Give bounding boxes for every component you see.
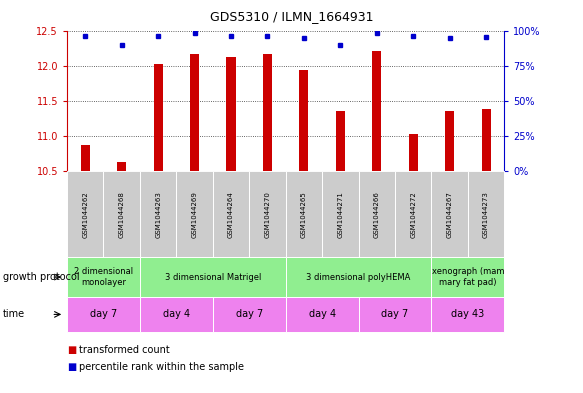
Text: day 4: day 4	[163, 309, 190, 320]
Text: GSM1044268: GSM1044268	[119, 191, 125, 238]
Text: 3 dimensional polyHEMA: 3 dimensional polyHEMA	[306, 273, 411, 281]
Bar	[336, 111, 345, 171]
Text: transformed count: transformed count	[79, 345, 170, 355]
Bar	[117, 162, 127, 171]
Bar	[409, 134, 418, 171]
Bar	[153, 64, 163, 171]
Text: day 7: day 7	[90, 309, 117, 320]
Text: day 7: day 7	[236, 309, 263, 320]
Text: 2 dimensional
monolayer: 2 dimensional monolayer	[74, 267, 133, 287]
Text: xenograph (mam
mary fat pad): xenograph (mam mary fat pad)	[431, 267, 504, 287]
Bar	[445, 111, 454, 171]
Bar	[190, 54, 199, 171]
Bar	[372, 51, 381, 171]
Text: 3 dimensional Matrigel: 3 dimensional Matrigel	[164, 273, 261, 281]
Text: ■: ■	[67, 362, 76, 373]
Text: growth protocol: growth protocol	[3, 272, 79, 282]
Text: time: time	[3, 309, 25, 320]
Bar	[80, 145, 90, 171]
Bar	[226, 57, 236, 171]
Bar	[299, 70, 308, 171]
Text: GSM1044273: GSM1044273	[483, 191, 489, 238]
Text: GSM1044262: GSM1044262	[82, 191, 88, 237]
Text: percentile rank within the sample: percentile rank within the sample	[79, 362, 244, 373]
Text: GSM1044263: GSM1044263	[155, 191, 161, 238]
Bar	[263, 55, 272, 171]
Text: day 43: day 43	[451, 309, 484, 320]
Text: GSM1044266: GSM1044266	[374, 191, 380, 238]
Text: GSM1044265: GSM1044265	[301, 191, 307, 237]
Text: GSM1044267: GSM1044267	[447, 191, 452, 238]
Text: GSM1044270: GSM1044270	[265, 191, 271, 238]
Text: GSM1044271: GSM1044271	[338, 191, 343, 238]
Text: ■: ■	[67, 345, 76, 355]
Text: GSM1044272: GSM1044272	[410, 191, 416, 237]
Text: day 4: day 4	[308, 309, 336, 320]
Text: GDS5310 / ILMN_1664931: GDS5310 / ILMN_1664931	[210, 10, 373, 23]
Text: GSM1044264: GSM1044264	[228, 191, 234, 237]
Bar	[482, 109, 491, 171]
Text: day 7: day 7	[381, 309, 409, 320]
Text: GSM1044269: GSM1044269	[192, 191, 198, 238]
